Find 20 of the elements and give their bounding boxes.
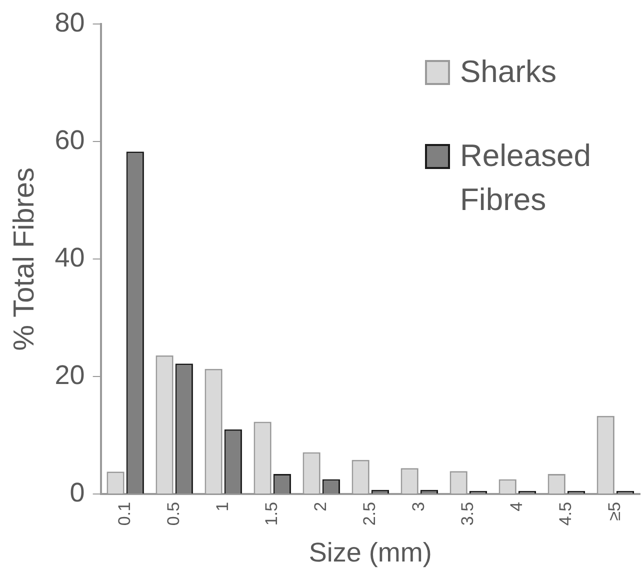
x-tick-label: 4.5 <box>556 502 576 526</box>
x-tick-label: 2 <box>311 502 330 512</box>
x-tick-label: 0.1 <box>115 502 134 526</box>
x-axis-title: Size (mm) <box>308 537 432 568</box>
y-axis-title: % Total Fibres <box>8 167 40 351</box>
y-tick-label: 40 <box>54 242 85 273</box>
y-tick-label: 60 <box>54 125 85 156</box>
x-tick-label: ≥5 <box>605 502 624 521</box>
x-tick-label: 2.5 <box>360 502 380 526</box>
x-tick-label: 3.5 <box>458 502 478 526</box>
x-tick-label: 4 <box>507 502 526 512</box>
x-tick-label: 0.5 <box>164 502 184 526</box>
legend-label: Released Fibres <box>460 137 592 219</box>
y-tick-label: 20 <box>54 360 85 390</box>
x-tick-label: 3 <box>409 502 428 512</box>
legend-label: Sharks <box>460 53 556 91</box>
x-tick-label: 1.5 <box>262 502 282 526</box>
y-tick-label: 80 <box>54 8 85 38</box>
y-tick-label: 0 <box>70 477 85 508</box>
x-tick-label: 1 <box>213 502 232 512</box>
